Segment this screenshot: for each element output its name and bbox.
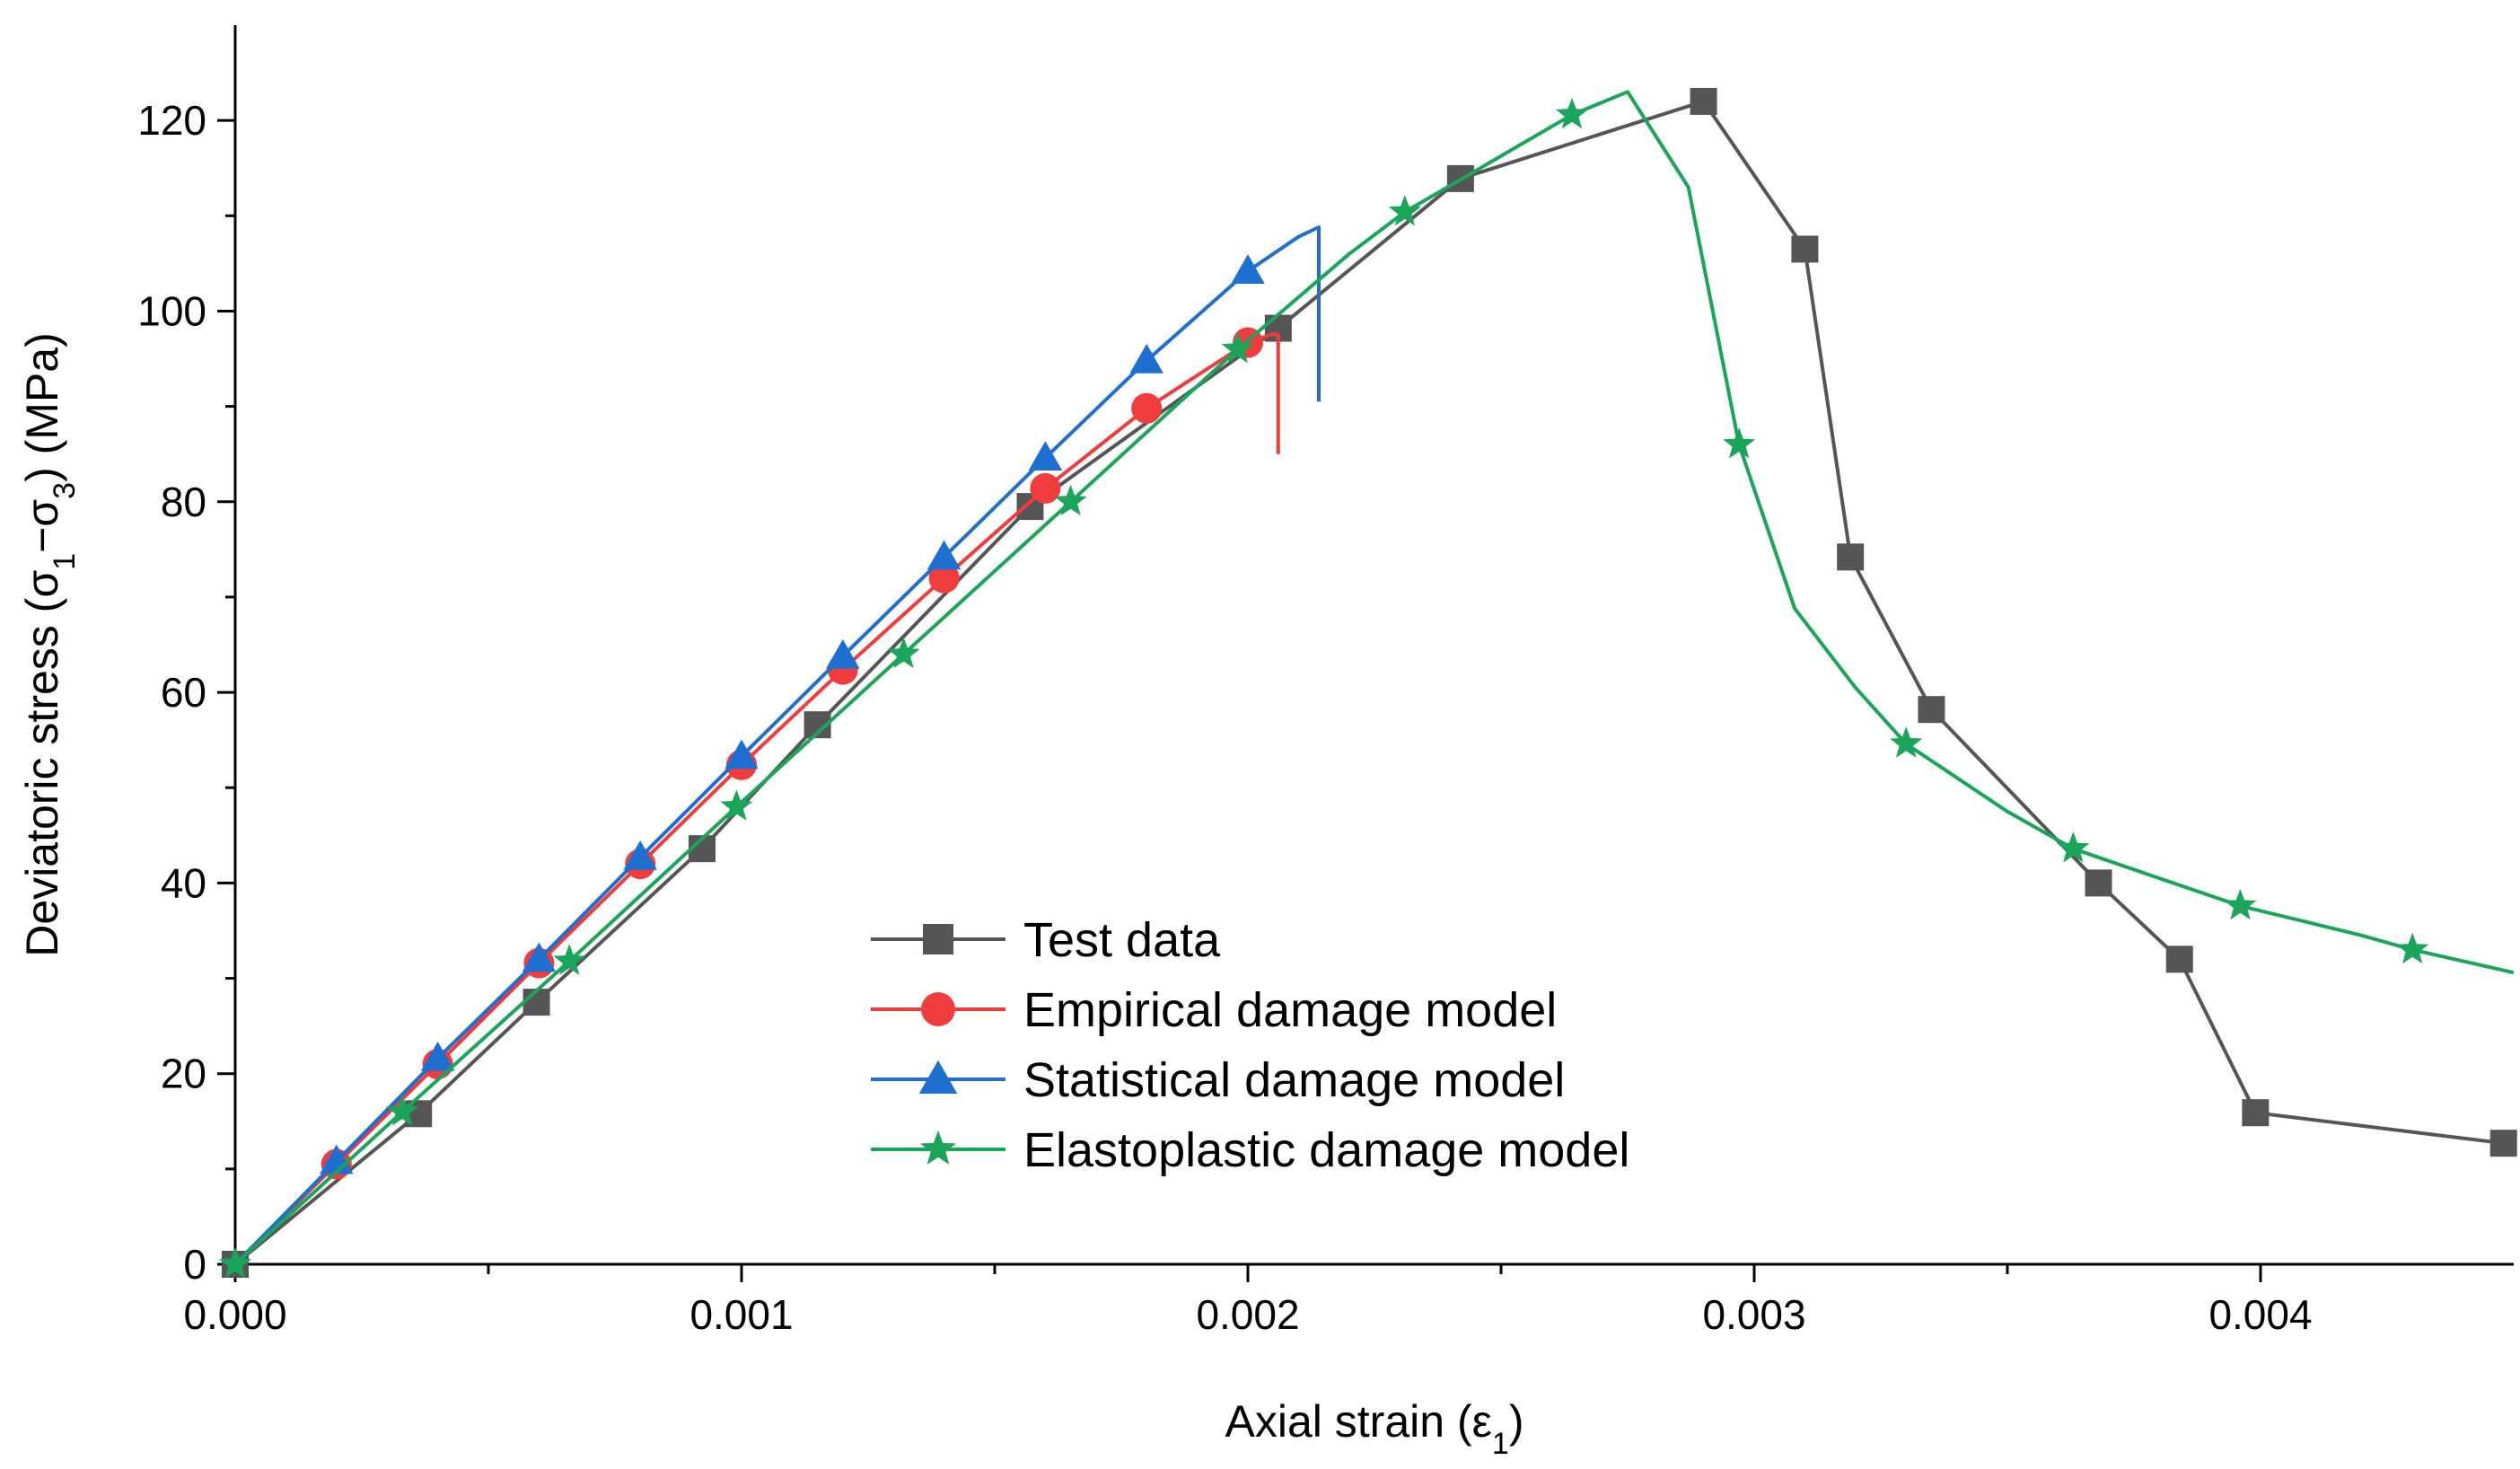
y-axis-title-part-3: ) (MPa) xyxy=(17,332,67,482)
triangle-marker xyxy=(826,638,860,669)
star-marker xyxy=(1723,427,1756,459)
star-marker xyxy=(218,1247,252,1279)
y-axis-title: Deviatoric stress (σ1−σ3) (MPa) xyxy=(17,332,82,957)
legend-item: Empirical damage model xyxy=(871,983,1557,1037)
triangle-marker xyxy=(420,1041,455,1071)
star-marker xyxy=(1221,331,1254,364)
x-tick-label: 0.003 xyxy=(1702,1291,1805,1338)
triangle-marker xyxy=(926,540,961,570)
star-marker xyxy=(2224,888,2257,920)
star-marker xyxy=(920,1130,956,1165)
x-tick-label: 0.001 xyxy=(689,1291,793,1338)
square-marker xyxy=(1791,235,1819,263)
circle-marker xyxy=(921,992,955,1026)
triangle-marker xyxy=(918,1060,958,1094)
y-axis-title-part-1: Deviatoric stress (σ xyxy=(17,570,67,957)
y-tick-label: 120 xyxy=(137,97,206,144)
star-marker xyxy=(2057,831,2090,863)
x-axis-title-main: Axial strain (ε xyxy=(1225,1396,1492,1447)
x-tick-label: 0.002 xyxy=(1196,1291,1299,1338)
series-statistical-damage-model xyxy=(233,225,1321,1266)
series-elastoplastic-damage-model xyxy=(218,90,2515,1279)
series-line xyxy=(233,99,2504,1266)
circle-marker xyxy=(1030,472,1061,504)
square-marker xyxy=(1918,696,1945,724)
x-axis-title-sub: 1 xyxy=(1492,1427,1509,1461)
y-axis-title-sub-2: 3 xyxy=(48,482,82,499)
star-marker xyxy=(553,944,586,975)
series-line xyxy=(233,90,2515,1266)
legend-label: Empirical damage model xyxy=(1023,983,1557,1037)
square-marker xyxy=(1690,87,1717,115)
legend-label: Statistical damage model xyxy=(1023,1053,1565,1107)
star-marker xyxy=(386,1095,419,1126)
y-tick-label: 20 xyxy=(161,1051,206,1097)
x-axis-title-end: ) xyxy=(1509,1396,1524,1447)
legend-item: Elastoplastic damage model xyxy=(871,1123,1629,1177)
star-marker xyxy=(1555,97,1588,129)
series-layer xyxy=(218,87,2517,1279)
square-marker xyxy=(1837,543,1865,571)
square-marker xyxy=(2165,946,2193,973)
triangle-marker xyxy=(1028,441,1063,471)
triangle-marker xyxy=(724,739,759,770)
legend: Test data Empirical damage model Statistic… xyxy=(871,913,1629,1177)
square-marker xyxy=(2242,1099,2270,1127)
legend-item: Test data xyxy=(871,913,1221,967)
square-marker xyxy=(923,924,953,954)
legend-item: Statistical damage model xyxy=(871,1053,1565,1107)
circle-marker xyxy=(1131,392,1163,424)
triangle-marker xyxy=(522,942,557,972)
x-tick-label: 0.000 xyxy=(183,1291,286,1338)
circle-marker xyxy=(928,562,960,594)
legend-label: Test data xyxy=(1023,913,1221,967)
star-marker xyxy=(887,637,920,668)
x-axis-title: Axial strain (ε1) xyxy=(1225,1396,1524,1461)
triangle-marker xyxy=(1231,254,1265,284)
triangle-marker xyxy=(1129,343,1163,374)
series-line xyxy=(233,331,1280,1266)
triangle-marker xyxy=(623,840,657,870)
star-marker xyxy=(1054,484,1087,516)
y-tick-label: 100 xyxy=(137,287,206,334)
y-axis-title-part-2: −σ xyxy=(17,499,67,553)
square-marker xyxy=(2489,1130,2517,1157)
legend-label: Elastoplastic damage model xyxy=(1023,1123,1629,1177)
square-marker xyxy=(2085,869,2112,897)
axes-layer: 0 20 40 60 80 100 120 0.000 0.001 0.002 0.003 0.004 xyxy=(137,25,2514,1338)
y-tick-label: 80 xyxy=(161,479,206,525)
y-tick-label: 0 xyxy=(183,1241,206,1288)
star-marker xyxy=(2396,932,2429,964)
star-marker xyxy=(1388,195,1421,226)
star-marker xyxy=(1890,726,1923,758)
x-tick-label: 0.004 xyxy=(2208,1291,2312,1338)
y-tick-label: 40 xyxy=(161,859,206,906)
y-axis-title-sub-1: 1 xyxy=(48,553,82,570)
star-marker xyxy=(720,789,753,821)
y-tick-label: 60 xyxy=(161,669,206,716)
